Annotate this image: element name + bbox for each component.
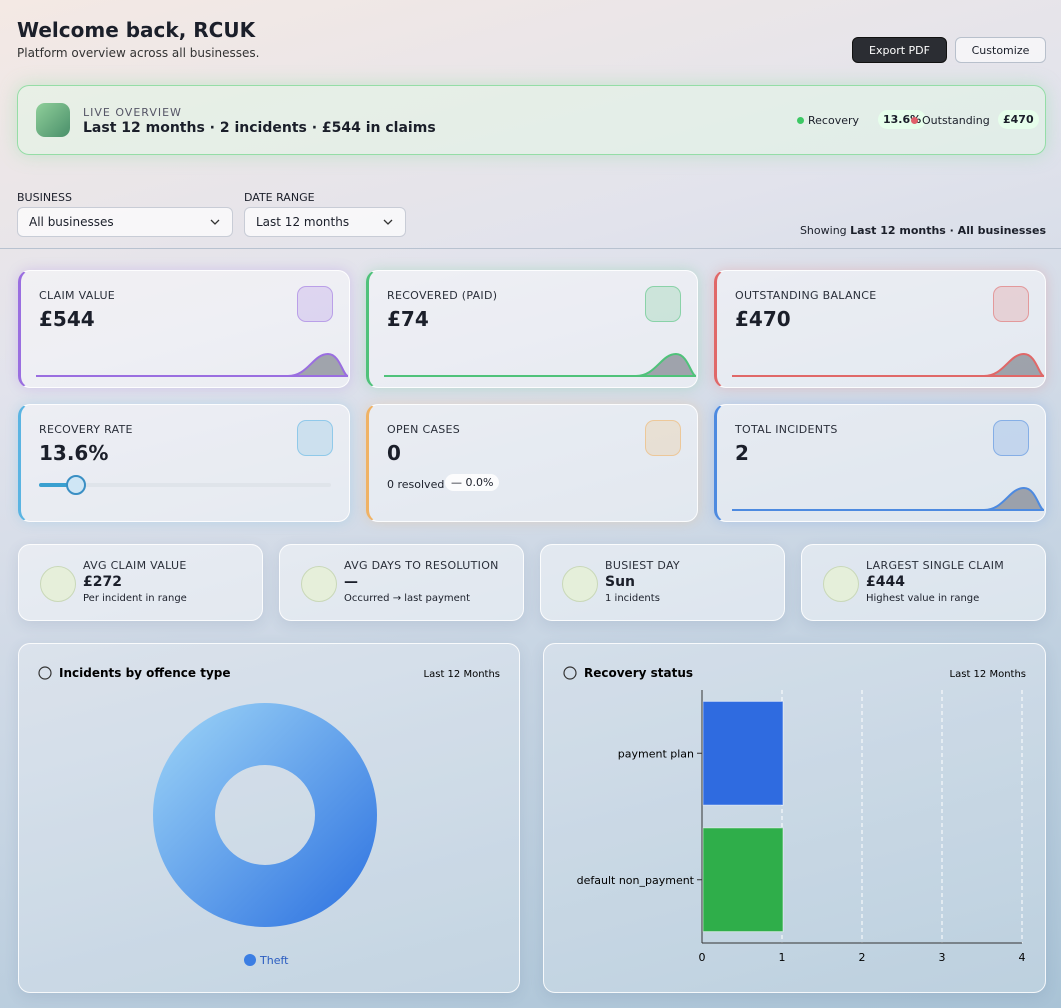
chevron bbox=[383, 219, 393, 225]
stat-value: — bbox=[344, 574, 358, 590]
kpi-label: TOTAL INCIDENTS bbox=[735, 423, 838, 436]
kpi-value: £470 bbox=[735, 307, 791, 331]
stat-label: BUSIEST DAY bbox=[605, 559, 680, 572]
stat-card: AVG CLAIM VALUE £272 Per incident in range bbox=[18, 544, 263, 621]
kpi-value: £74 bbox=[387, 307, 429, 331]
customize-button[interactable]: Customize bbox=[955, 37, 1046, 63]
kpi-label: OPEN CASES bbox=[387, 423, 461, 436]
badge-label: Outstanding bbox=[922, 114, 990, 127]
kpi-icon bbox=[645, 286, 681, 322]
stat-icon bbox=[823, 566, 859, 602]
filter-label: DATE RANGE bbox=[244, 191, 315, 204]
overview-icon bbox=[36, 103, 70, 137]
kpi-value: 13.6% bbox=[39, 441, 109, 465]
chart-card bbox=[18, 643, 520, 993]
filter-select[interactable]: All businesses bbox=[17, 207, 233, 237]
legend-label: Theft bbox=[259, 954, 289, 967]
slider-track bbox=[39, 483, 331, 487]
stat-value: £272 bbox=[83, 574, 122, 590]
divider bbox=[0, 248, 1061, 249]
stat-label: AVG DAYS TO RESOLUTION bbox=[344, 559, 499, 572]
kpi-icon bbox=[297, 420, 333, 456]
stat-label: AVG CLAIM VALUE bbox=[83, 559, 187, 572]
showing-value: Last 12 months · All businesses bbox=[850, 224, 1046, 237]
stat-card: AVG DAYS TO RESOLUTION — Occurred → last p… bbox=[279, 544, 524, 621]
chart-title: Incidents by offence type bbox=[59, 666, 231, 680]
stat-value: Sun bbox=[605, 574, 636, 590]
showing-text: Showing Last 12 months · All businesses bbox=[800, 224, 1046, 237]
kpi-card: RECOVERED (PAID) £74 bbox=[366, 270, 698, 388]
chart-period: Last 12 Months bbox=[424, 669, 500, 680]
chart-period: Last 12 Months bbox=[950, 669, 1026, 680]
stat-icon bbox=[40, 566, 76, 602]
x-tick-label: 0 bbox=[699, 951, 706, 964]
stat-value: £444 bbox=[866, 574, 905, 590]
x-tick-label: 1 bbox=[779, 951, 786, 964]
sparkline bbox=[732, 486, 1045, 511]
page-title: Welcome back, RCUK bbox=[17, 18, 256, 42]
x-tick-label: 2 bbox=[859, 951, 866, 964]
badge-dot bbox=[911, 117, 918, 124]
stat-note: 1 incidents bbox=[605, 593, 660, 604]
stat-icon bbox=[301, 566, 337, 602]
stat-card: BUSIEST DAY Sun 1 incidents bbox=[540, 544, 785, 621]
showing-prefix: Showing bbox=[799, 224, 847, 237]
kpi-label: RECOVERED (PAID) bbox=[387, 289, 498, 302]
live-overview: LIVE OVERVIEW Last 12 months · 2 incident… bbox=[17, 85, 1046, 155]
stat-note: Highest value in range bbox=[866, 593, 980, 604]
kpi-value: 0 bbox=[387, 441, 401, 465]
slider-handle[interactable] bbox=[66, 475, 86, 495]
slider-fill bbox=[39, 483, 75, 487]
filter-label: BUSINESS bbox=[17, 191, 72, 204]
badge-dot bbox=[797, 117, 804, 124]
legend-dot bbox=[244, 954, 256, 966]
chart-card bbox=[543, 643, 1046, 993]
kpi-note: 0 resolved bbox=[387, 478, 445, 491]
kpi-card: OPEN CASES 0 0 resolved — 0.0% bbox=[366, 404, 698, 522]
kpi-card: TOTAL INCIDENTS 2 bbox=[714, 404, 1046, 522]
chart-icon bbox=[563, 666, 577, 680]
sparkline bbox=[36, 352, 349, 377]
kpi-label: CLAIM VALUE bbox=[39, 289, 116, 302]
kpi-badge: — 0.0% bbox=[445, 474, 500, 491]
chart-title: Recovery status bbox=[584, 666, 693, 680]
kpi-icon bbox=[297, 286, 333, 322]
x-tick-label: 3 bbox=[939, 951, 946, 964]
stat-note: Occurred → last payment bbox=[344, 593, 471, 604]
overview-summary: Last 12 months · 2 incidents · £544 in c… bbox=[83, 120, 436, 136]
chevron bbox=[210, 219, 220, 225]
kpi-card: RECOVERY RATE 13.6% bbox=[18, 404, 350, 522]
kpi-label: OUTSTANDING BALANCE bbox=[735, 289, 877, 302]
kpi-card: CLAIM VALUE £544 bbox=[18, 270, 350, 388]
stat-note: Per incident in range bbox=[83, 593, 187, 604]
sparkline bbox=[732, 352, 1045, 377]
badge-value: £470 bbox=[998, 110, 1039, 129]
y-tick-label: payment plan bbox=[618, 747, 694, 760]
page-subtitle: Platform overview across all businesses. bbox=[17, 46, 260, 60]
export-button[interactable]: Export PDF bbox=[852, 37, 947, 63]
stat-icon bbox=[562, 566, 598, 602]
stat-card: LARGEST SINGLE CLAIM £444 Highest value in… bbox=[801, 544, 1046, 621]
kpi-icon bbox=[645, 420, 681, 456]
kpi-icon bbox=[993, 286, 1029, 322]
chart-icon bbox=[38, 666, 52, 680]
kpi-value: 2 bbox=[735, 441, 749, 465]
overview-label: LIVE OVERVIEW bbox=[83, 106, 182, 119]
bar bbox=[702, 700, 784, 806]
bar bbox=[702, 827, 784, 933]
kpi-label: RECOVERY RATE bbox=[39, 423, 133, 436]
kpi-card: OUTSTANDING BALANCE £470 bbox=[714, 270, 1046, 388]
stat-label: LARGEST SINGLE CLAIM bbox=[866, 559, 1005, 572]
y-tick-label: default non_payment bbox=[577, 874, 695, 887]
filter-select[interactable]: Last 12 months bbox=[244, 207, 406, 237]
kpi-value: £544 bbox=[39, 307, 95, 331]
donut-slice bbox=[153, 703, 377, 927]
kpi-icon bbox=[993, 420, 1029, 456]
badge-label: Recovery bbox=[808, 114, 860, 127]
sparkline bbox=[384, 352, 697, 377]
x-tick-label: 4 bbox=[1019, 951, 1026, 964]
